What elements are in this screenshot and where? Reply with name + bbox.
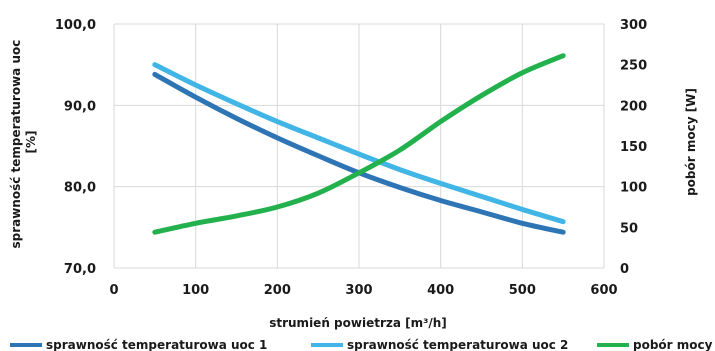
series-layer [152, 53, 566, 235]
x-tick-label: 200 [264, 283, 291, 298]
legend: sprawność temperaturowa uoc 1 sprawność … [10, 338, 713, 351]
x-tick-label: 400 [427, 283, 454, 298]
y-left-tick-label: 70,0 [64, 262, 96, 277]
y-right-tick-label: 0 [620, 262, 629, 277]
y-right-tick-label: 250 [620, 59, 647, 74]
y-left-tick-label: 80,0 [64, 181, 96, 196]
legend-label-uoc2: sprawność temperaturowa uoc 2 [347, 338, 568, 351]
y-right-tick-label: 200 [620, 99, 647, 114]
x-tick-label: 100 [182, 283, 209, 298]
y-left-axis-title: sprawność temperaturowa uoc [%] [9, 35, 38, 248]
series-line-power [152, 53, 566, 235]
x-tick-label: 0 [109, 283, 118, 298]
y-right-tick-label: 50 [620, 221, 638, 236]
y-left-tick-label: 100,0 [55, 18, 96, 33]
y-left-axis-title-line-2: [%] [24, 131, 38, 154]
y-right-axis-title: pobór mocy [W] [684, 88, 698, 196]
x-tick-label: 300 [345, 283, 372, 298]
legend-label-power: pobór mocy [633, 338, 713, 351]
x-axis-ticks: 0 100 200 300 400 500 600 [109, 283, 617, 298]
y-right-tick-label: 100 [620, 181, 647, 196]
y-left-axis-title-line-1: sprawność temperaturowa uoc [9, 40, 23, 249]
legend-label-uoc1: sprawność temperaturowa uoc 1 [46, 338, 267, 351]
x-axis-title: strumień powietrza [m³/h] [269, 316, 447, 330]
y-right-tick-label: 300 [620, 18, 647, 33]
grid [113, 23, 605, 269]
series-line-uoc2 [152, 62, 566, 225]
x-tick-label: 600 [590, 283, 617, 298]
y-left-axis-ticks: 70,0 80,0 90,0 100,0 [55, 18, 96, 277]
y-right-tick-label: 150 [620, 140, 647, 155]
x-tick-label: 500 [509, 283, 536, 298]
y-left-tick-label: 90,0 [64, 99, 96, 114]
y-right-axis-ticks: 0 50 100 150 200 250 300 [620, 18, 647, 277]
